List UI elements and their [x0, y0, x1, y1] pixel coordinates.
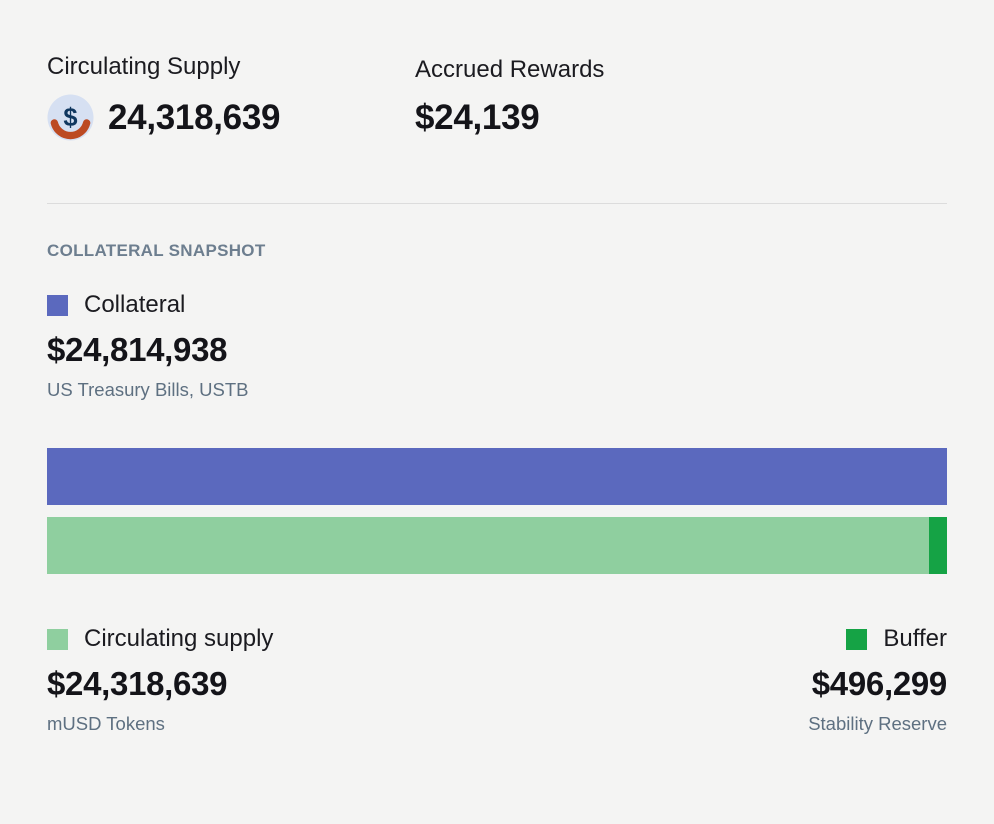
circulating-legend-block: Circulating supply $24,318,639 mUSD Toke…	[47, 626, 273, 736]
circulating-supply-label: Circulating Supply	[47, 53, 241, 80]
collateral-label: Collateral	[84, 291, 186, 318]
circulating-bar-segment	[47, 517, 929, 574]
buffer-label: Buffer	[883, 625, 947, 652]
buffer-legend-block: Buffer $496,299 Stability Reserve	[808, 626, 947, 736]
buffer-subtitle: Stability Reserve	[808, 713, 947, 734]
svg-text:$: $	[63, 104, 77, 132]
section-divider	[47, 203, 947, 204]
collateral-bars-chart	[47, 448, 947, 574]
collateral-bar	[47, 448, 947, 505]
buffer-bar-segment	[929, 517, 947, 574]
circulating-swatch	[47, 628, 68, 650]
section-title: COLLATERAL SNAPSHOT	[47, 241, 266, 260]
circulating-supply-value-row: $ 24,318,639	[47, 94, 415, 141]
collateral-legend-row: Collateral	[47, 292, 947, 318]
supply-buffer-bar	[47, 517, 947, 574]
musd-token-icon: $	[47, 94, 94, 141]
collateral-swatch	[47, 294, 68, 316]
circulating-legend-row: Circulating supply	[47, 626, 273, 652]
top-stats-row: Circulating Supply $ 24,318,639 Accrued …	[47, 52, 947, 141]
collateral-legend-block: Collateral $24,814,938 US Treasury Bills…	[47, 292, 947, 402]
buffer-value: $496,299	[811, 665, 948, 702]
collateral-value: $24,814,938	[47, 331, 228, 368]
collateral-subtitle: US Treasury Bills, USTB	[47, 379, 249, 400]
buffer-legend-row: Buffer	[808, 626, 947, 652]
collateral-bar-segment	[47, 448, 947, 505]
circulating-supply-stat: Circulating Supply $ 24,318,639	[47, 52, 415, 141]
circulating-value: $24,318,639	[47, 665, 228, 702]
circulating-supply-value: 24,318,639	[108, 97, 281, 137]
circulating-label: Circulating supply	[84, 625, 274, 652]
accrued-rewards-value: $24,139	[415, 98, 540, 137]
circulating-subtitle: mUSD Tokens	[47, 713, 165, 734]
accrued-rewards-stat: Accrued Rewards $24,139	[415, 52, 604, 141]
accrued-rewards-label: Accrued Rewards	[415, 56, 605, 83]
bottom-legends-row: Circulating supply $24,318,639 mUSD Toke…	[47, 626, 947, 736]
buffer-swatch	[846, 628, 868, 650]
